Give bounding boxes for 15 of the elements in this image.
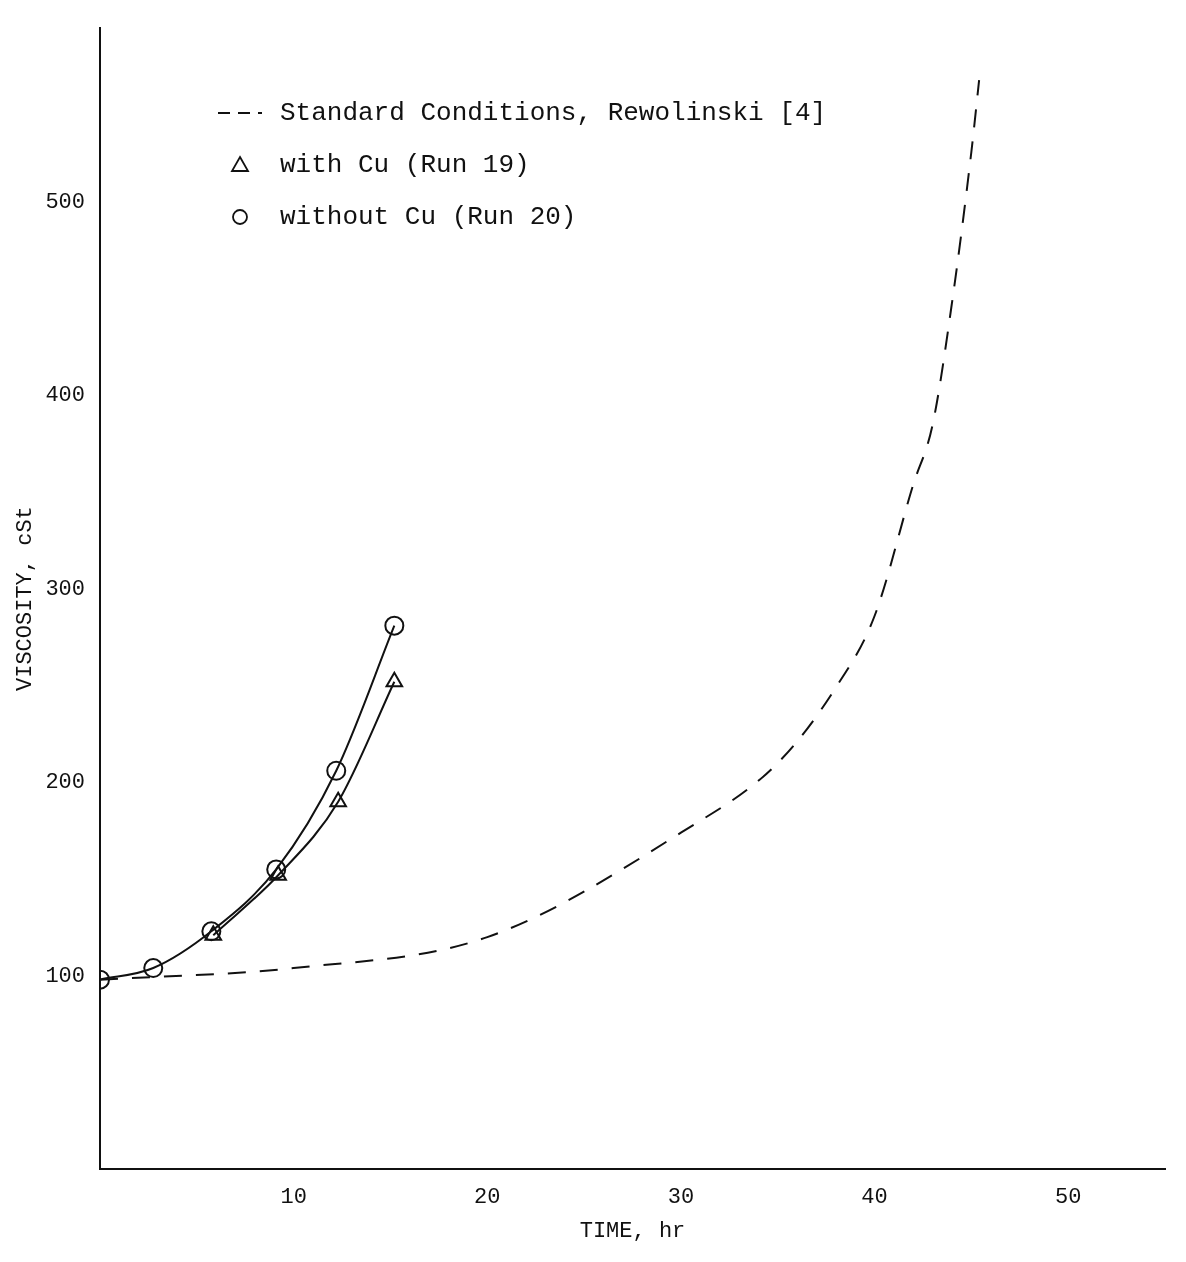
x-tick-label: 20	[474, 1185, 501, 1211]
y-tick-label: 400	[45, 383, 86, 409]
y-tick-label: 100	[45, 963, 86, 989]
y-tick-label: 200	[45, 770, 86, 796]
y-tick-label: 300	[45, 576, 86, 602]
legend-label: Standard Conditions, Rewolinski [4]	[280, 98, 827, 128]
x-tick-label: 10	[280, 1185, 307, 1211]
x-tick-label: 40	[861, 1185, 888, 1211]
y-tick-label: 500	[45, 189, 86, 215]
x-axis-title: TIME, hr	[579, 1218, 686, 1244]
legend-label: with Cu (Run 19)	[280, 150, 530, 180]
legend-label: without Cu (Run 20)	[280, 202, 577, 232]
y-axis-title: VISCOSITY, cSt	[13, 506, 39, 692]
x-tick-label: 50	[1054, 1185, 1082, 1211]
x-tick-label: 30	[667, 1185, 695, 1211]
